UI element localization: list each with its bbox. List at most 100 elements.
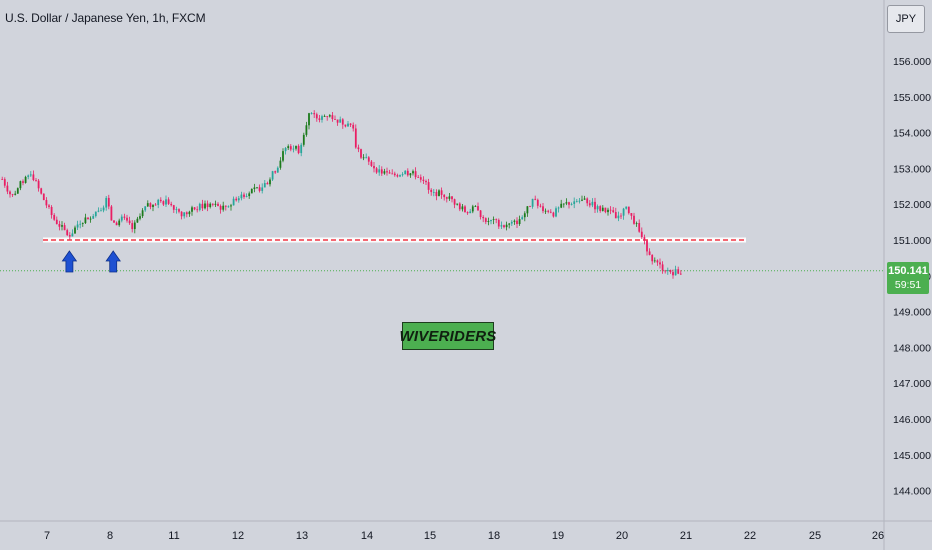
candle-body xyxy=(154,204,157,206)
candle-body xyxy=(219,205,222,210)
candle-body xyxy=(531,198,534,207)
candle-body xyxy=(276,167,279,173)
candle-body xyxy=(24,176,27,183)
candle-body xyxy=(61,225,63,227)
candle-body xyxy=(388,172,391,174)
candle-body xyxy=(477,206,479,211)
candle-body xyxy=(35,180,37,181)
candle-body xyxy=(575,201,578,203)
candle-body xyxy=(349,123,352,125)
candle-body xyxy=(427,182,430,190)
candle-body xyxy=(451,196,453,200)
candle-body xyxy=(185,212,188,215)
candle-body xyxy=(29,174,32,176)
candle-body xyxy=(367,157,370,162)
candle-body xyxy=(607,209,609,213)
candle-body xyxy=(9,191,11,195)
time-tick-label: 14 xyxy=(361,530,373,542)
candle-body xyxy=(370,161,373,166)
candle-body xyxy=(269,179,271,185)
candle-body xyxy=(76,224,79,228)
candle-body xyxy=(523,213,526,218)
candle-body xyxy=(261,187,264,191)
candle-body xyxy=(412,171,414,174)
candle-body xyxy=(357,147,360,150)
candle-body xyxy=(474,206,477,207)
candle-body xyxy=(599,206,602,211)
candle-body xyxy=(354,128,357,148)
price-tick-label: 149.000 xyxy=(893,307,931,319)
candle-body xyxy=(287,146,290,149)
candle-body xyxy=(399,175,401,177)
candle-body xyxy=(170,203,173,206)
candle-body xyxy=(131,223,134,230)
candle-body xyxy=(365,157,368,159)
candle-body xyxy=(490,220,492,222)
candle-body xyxy=(601,207,604,211)
currency-selector[interactable]: JPY xyxy=(887,5,925,33)
candle-body xyxy=(679,273,682,275)
candle-body xyxy=(635,223,638,224)
candle-body xyxy=(68,235,71,237)
candle-body xyxy=(11,194,14,196)
candle-body xyxy=(510,221,513,224)
candle-body xyxy=(323,116,326,117)
candle-body xyxy=(435,192,438,197)
candle-body xyxy=(295,145,297,149)
candle-body xyxy=(482,217,485,219)
candle-body xyxy=(471,206,474,212)
candle-body xyxy=(674,269,677,276)
candle-body xyxy=(245,196,248,197)
candle-body xyxy=(206,203,209,208)
candle-body xyxy=(516,220,518,225)
candle-body xyxy=(305,125,308,135)
candle-body xyxy=(529,206,531,208)
candle-body xyxy=(302,134,305,145)
candle-body xyxy=(120,216,123,221)
candle-body xyxy=(534,198,537,200)
candle-body xyxy=(22,181,24,183)
candle-body xyxy=(648,251,651,255)
candle-body xyxy=(565,202,568,204)
candle-body xyxy=(279,160,282,168)
candle-body xyxy=(100,210,102,212)
candle-body xyxy=(87,217,89,220)
candle-body xyxy=(542,206,544,212)
candle-body xyxy=(198,203,201,210)
candle-body xyxy=(248,193,251,197)
candle-body xyxy=(14,193,17,195)
candle-body xyxy=(362,157,365,159)
candle-body xyxy=(518,219,521,225)
candle-body xyxy=(638,223,641,232)
candle-body xyxy=(404,170,407,175)
candle-body xyxy=(271,171,274,180)
candle-body xyxy=(659,262,661,265)
candle-body xyxy=(37,180,40,189)
candle-body xyxy=(596,206,599,210)
candle-body xyxy=(557,207,560,209)
candle-body xyxy=(211,203,214,205)
candle-body xyxy=(235,198,238,201)
candle-body xyxy=(115,222,118,226)
candle-body xyxy=(27,175,30,177)
candle-body xyxy=(50,206,53,216)
candle-body xyxy=(45,200,48,206)
candle-body xyxy=(419,177,422,180)
candle-body xyxy=(375,168,378,173)
candle-body xyxy=(430,189,433,193)
candle-body xyxy=(583,198,586,200)
candle-body xyxy=(588,203,591,206)
candle-body xyxy=(380,169,383,174)
candle-body xyxy=(102,207,105,211)
candle-body xyxy=(284,148,287,152)
time-tick-label: 25 xyxy=(809,530,821,542)
candle-body xyxy=(448,196,451,199)
candle-body xyxy=(653,260,656,262)
candle-body xyxy=(479,210,482,218)
candle-body xyxy=(97,210,100,212)
candle-body xyxy=(438,190,440,197)
candle-body xyxy=(256,187,258,189)
price-tick-label: 155.000 xyxy=(893,92,931,104)
